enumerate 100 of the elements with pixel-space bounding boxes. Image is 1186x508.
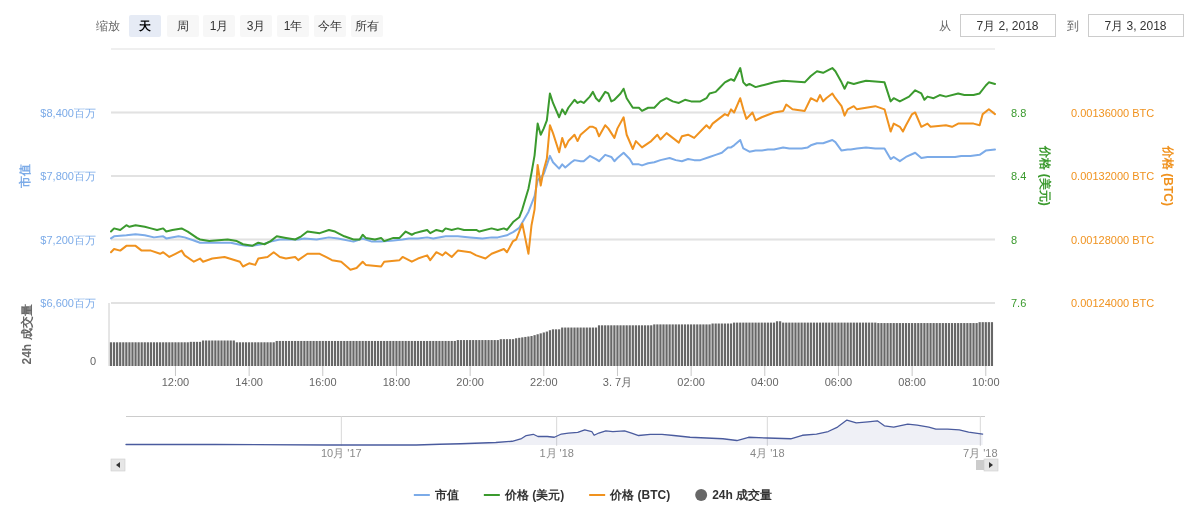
text: 天 [138,19,152,33]
bar [303,340,306,366]
bar [309,340,312,366]
x-tick-label: 02:00 [677,376,705,388]
bar [981,322,984,366]
bar [284,340,288,366]
bar [960,323,963,366]
x-tick-label: 1月 '18 [539,447,574,459]
bar [493,340,496,366]
bar [610,325,613,366]
bar [376,340,380,366]
bar [536,334,539,366]
bar [257,342,260,366]
bar [465,340,469,366]
bar [849,322,852,366]
bar [238,342,242,366]
bar [330,340,334,366]
bar [938,323,941,366]
bar [601,325,604,366]
bar [990,322,994,366]
y-axis-title: 市值 [18,164,32,189]
bar [174,342,177,366]
y2-tick-label: 7.6 [1011,297,1027,309]
bar [895,323,898,366]
bar [917,323,920,366]
text: 所有 [355,19,379,33]
bar [505,339,509,366]
bar [125,342,128,366]
y-tick-label: $7,200百万 [40,233,96,246]
bar [109,342,113,366]
bar [668,324,671,366]
bar [312,340,315,366]
bar [883,323,886,366]
bar [941,323,944,366]
text: 0 [89,355,96,367]
bar [518,337,521,366]
bar [481,340,484,366]
bar [453,340,456,366]
bar [487,340,490,366]
bar [840,322,843,366]
bar [419,340,423,366]
bar [822,322,825,366]
y-tick-label: $7,800百万 [40,170,96,182]
bar [818,322,822,366]
bar [607,325,610,366]
bar [966,323,969,366]
bar [864,322,868,366]
bar [435,340,438,366]
bar [386,340,389,366]
bar [957,323,960,366]
bar [625,325,628,366]
bar [834,322,837,366]
x-tick-label: 16:00 [309,376,337,388]
bar [306,340,309,366]
bar [251,342,254,366]
bar [800,322,803,366]
bar [456,340,459,366]
bar [650,325,653,366]
bar [140,342,143,366]
bar [653,324,656,366]
bar [383,340,386,366]
bar [361,340,364,366]
bar [496,340,499,366]
bar [349,340,352,366]
bar [637,325,641,366]
text: 缩放 [96,19,120,33]
y-tick-label: $8,400百万 [40,106,96,119]
bar [828,322,831,366]
x-tick-label: 20:00 [456,376,484,388]
bar [699,324,702,366]
bar [751,322,754,366]
bar [112,342,116,366]
bar [401,340,404,366]
bar [683,324,687,366]
bar [886,323,889,366]
bar [693,324,696,366]
bar [702,324,705,366]
y-tick-label: $6,600百万 [40,297,96,309]
bar [806,322,809,366]
bar [548,330,552,366]
bar [266,342,269,366]
bar [450,340,453,366]
bar [192,341,195,366]
bar [643,325,647,366]
bar [757,322,760,366]
bar [874,322,877,366]
bar [880,323,883,366]
bar [364,340,367,366]
bar [775,321,779,366]
bar [281,340,284,366]
bar [346,340,349,366]
bar [861,322,865,366]
bar [929,323,932,366]
bar [963,323,966,366]
bar [444,340,447,366]
bar [923,323,926,366]
text: 7月 2, 2018 [976,19,1039,33]
bar [195,341,199,366]
bar [447,340,450,366]
x-tick-label: 10:00 [972,376,1000,388]
